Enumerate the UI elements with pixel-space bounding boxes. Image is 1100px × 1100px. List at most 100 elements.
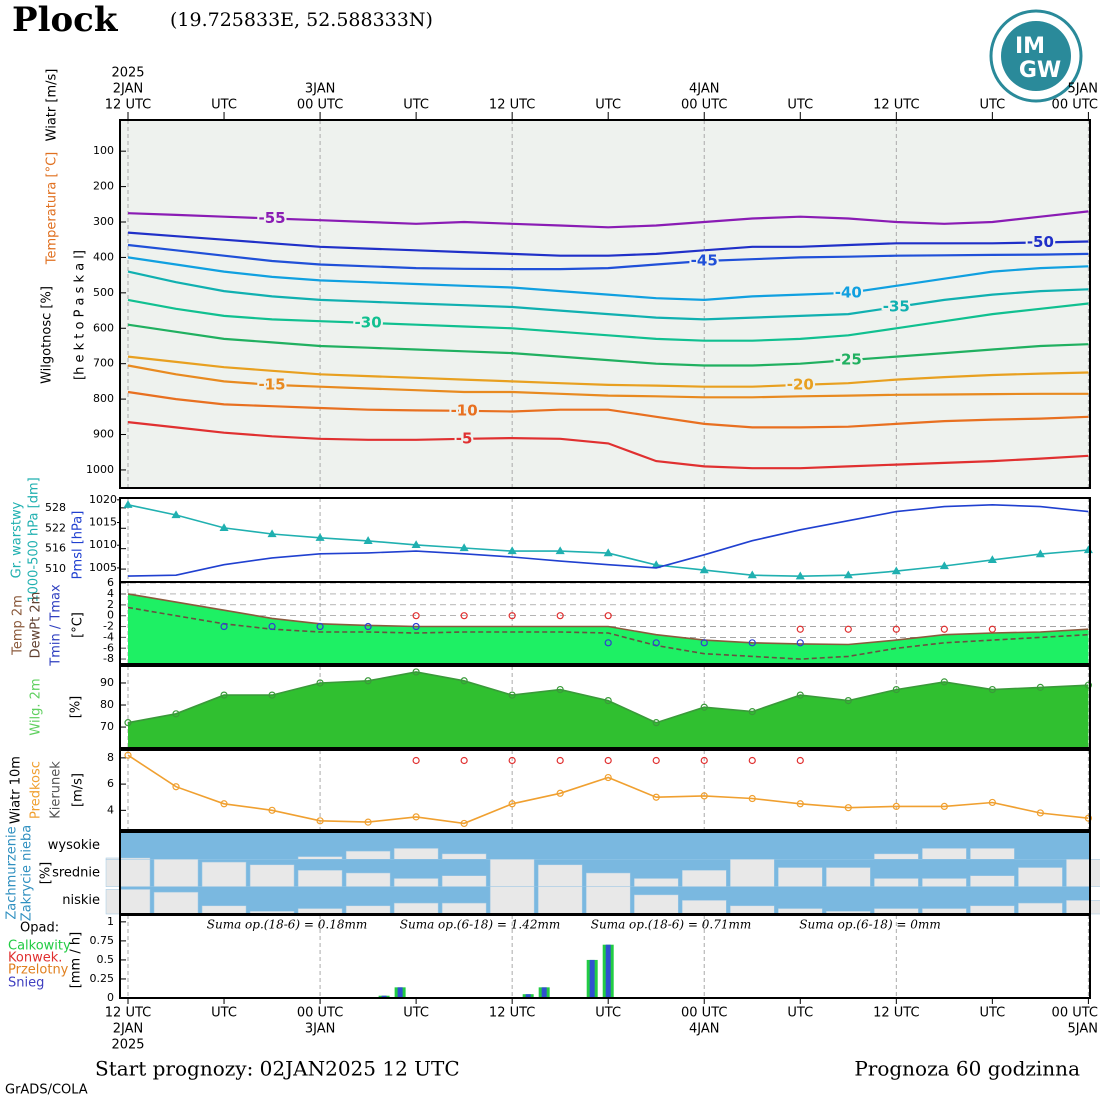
- precip-sum: Suma op.(6-18) = 0mm: [799, 918, 940, 932]
- line: [127, 256, 1089, 302]
- precip-sum: Suma op.(18-6) = 0.18mm: [207, 918, 368, 932]
- line: [127, 270, 1089, 321]
- marker: [988, 798, 996, 807]
- marker: [844, 804, 852, 812]
- y-tick-label: -6: [103, 641, 114, 654]
- cloud-bar: [153, 859, 199, 887]
- marker: [507, 546, 517, 555]
- cloud-bar: [153, 891, 199, 915]
- y-tick-label: -2: [103, 620, 114, 633]
- contour-label: -30: [355, 313, 382, 331]
- x-tick-label: 12 UTC: [873, 1006, 919, 1021]
- layer-label: niskie: [62, 893, 100, 908]
- marker: [700, 756, 708, 765]
- marker: [460, 819, 468, 828]
- axis-label: [%]: [39, 862, 54, 885]
- marker: [508, 756, 516, 765]
- cloud-bar: [345, 850, 391, 860]
- precip-bar: [589, 959, 595, 998]
- precip-sum: Suma op.(18-6) = 0.71mm: [591, 918, 752, 932]
- marker: [652, 639, 660, 647]
- marker: [1035, 549, 1045, 558]
- line: [127, 606, 1089, 660]
- cloud-bar: [345, 872, 391, 887]
- marker: [124, 719, 132, 727]
- line: [127, 243, 1089, 271]
- x-tick-label: 12 UTC: [105, 98, 151, 113]
- marker: [796, 691, 804, 699]
- marker: [604, 697, 612, 705]
- x-tick-label: 00 UTC: [1052, 98, 1098, 113]
- cloud-bar: [393, 902, 439, 915]
- marker: [796, 756, 804, 765]
- cloud-bar: [393, 848, 439, 860]
- y-tick-label: 0.75: [90, 934, 115, 947]
- axis-label: [%]: [69, 696, 84, 719]
- x-tick-label: UTC: [211, 1006, 237, 1021]
- y-tick-label: 6: [107, 777, 114, 790]
- y2-tick-label: 1005: [89, 561, 117, 574]
- axis-label: Wiatr 10m: [9, 756, 24, 824]
- precip-bar: [381, 995, 387, 998]
- marker: [459, 543, 469, 552]
- line: [127, 364, 1089, 399]
- line: [127, 754, 1089, 825]
- axis-label: [m/s]: [71, 773, 86, 807]
- logo: IM GW: [989, 9, 1083, 103]
- coordinates: (19.725833E, 52.588333N): [170, 9, 433, 31]
- y-tick-label: 516: [45, 542, 66, 555]
- date-label: 4JAN: [689, 1022, 720, 1037]
- axis-label: Pmsl [hPa]: [71, 511, 86, 580]
- cloud-bar: [633, 894, 679, 915]
- marker: [796, 800, 804, 808]
- marker: [316, 679, 324, 687]
- marker: [220, 800, 228, 808]
- y-tick-label: -8: [103, 652, 114, 665]
- forecast-start: Start prognozy: 02JAN2025 12 UTC: [95, 1057, 460, 1081]
- cloud-bar: [249, 864, 295, 887]
- contour-label: -5: [456, 429, 473, 447]
- marker: [940, 678, 948, 686]
- logo-text: GW: [1019, 58, 1061, 83]
- marker: [843, 570, 853, 579]
- x-tick-label: UTC: [787, 1006, 813, 1021]
- marker: [412, 813, 420, 821]
- cloud-bar: [730, 905, 775, 915]
- marker: [796, 639, 804, 647]
- marker: [508, 691, 516, 699]
- forecast-length: Prognoza 60 godzinna: [854, 1057, 1080, 1081]
- cloud-bar: [585, 886, 631, 915]
- y-tick-label: 528: [45, 501, 66, 514]
- marker: [604, 639, 612, 647]
- marker: [411, 540, 421, 549]
- marker: [699, 565, 709, 574]
- title: Plock: [12, 0, 119, 40]
- contour-label: -55: [259, 209, 286, 227]
- axis-label: [°C]: [71, 612, 86, 638]
- axis-label: Wilgotnosc [%]: [40, 286, 55, 384]
- cloud-bar: [441, 902, 487, 915]
- cloud-bar: [826, 867, 871, 887]
- marker: [1036, 809, 1044, 817]
- marker: [748, 794, 756, 803]
- marker: [652, 793, 660, 801]
- cloud-bar: [1018, 902, 1063, 915]
- x-tick-label: UTC: [787, 98, 813, 113]
- marker: [508, 800, 516, 808]
- marker: [556, 612, 564, 620]
- axis-label: DewPt 2m: [29, 592, 44, 659]
- contour-label: -50: [1027, 233, 1054, 251]
- marker: [844, 697, 852, 705]
- axis-label: Wiatr [m/s]: [45, 69, 60, 142]
- cloud-bar: [585, 872, 631, 887]
- cloud-bar: [393, 878, 439, 887]
- x-tick-label: 00 UTC: [297, 98, 343, 113]
- y-tick-label: 2: [107, 598, 114, 611]
- y-tick-label: 500: [93, 286, 114, 299]
- marker: [988, 625, 996, 633]
- cloud-bar: [297, 870, 343, 887]
- x-tick-label: 12 UTC: [489, 98, 535, 113]
- marker: [555, 546, 565, 555]
- year-label: 2025: [111, 1038, 144, 1053]
- marker: [460, 612, 468, 620]
